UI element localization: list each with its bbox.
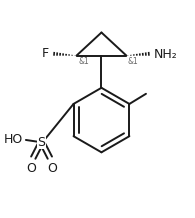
Text: &1: &1 bbox=[79, 57, 90, 66]
Text: NH₂: NH₂ bbox=[154, 48, 178, 61]
Text: O: O bbox=[47, 162, 57, 175]
Text: &1: &1 bbox=[128, 57, 139, 66]
Text: S: S bbox=[38, 136, 46, 149]
Text: F: F bbox=[42, 47, 49, 60]
Text: O: O bbox=[27, 162, 36, 175]
Text: HO: HO bbox=[4, 133, 23, 146]
